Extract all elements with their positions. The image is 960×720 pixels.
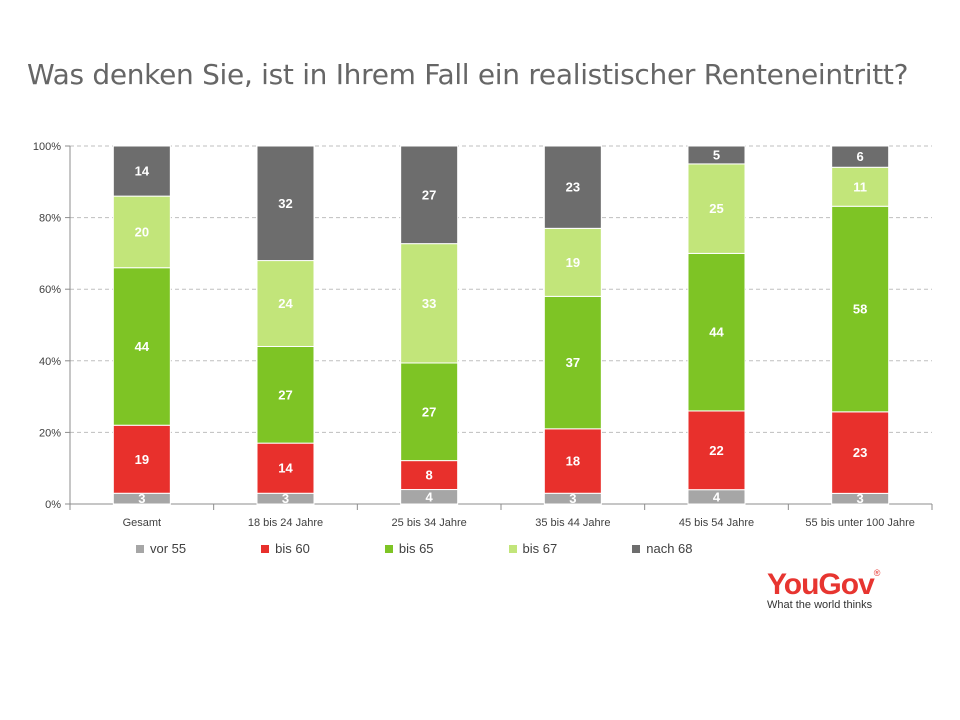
legend: vor 55 bis 60 bis 65 bis 67 nach 68 xyxy=(136,541,768,556)
legend-swatch xyxy=(384,544,393,553)
bar-segment xyxy=(543,428,602,494)
data-label: 44 xyxy=(709,325,724,340)
yougov-logo: YouGov® What the world thinks xyxy=(767,568,880,611)
data-label: 20 xyxy=(135,224,149,239)
x-tick-label: 18 bis 24 Jahre xyxy=(248,517,323,529)
bar-segment xyxy=(687,145,746,165)
data-label: 23 xyxy=(853,445,867,460)
bar-segment xyxy=(543,145,602,229)
bar-segment xyxy=(400,460,459,491)
data-label: 3 xyxy=(857,491,864,506)
data-label: 5 xyxy=(713,147,720,162)
data-label: 4 xyxy=(426,489,434,504)
data-label: 14 xyxy=(278,461,293,476)
bar-segment xyxy=(112,195,171,269)
y-tick-label: 80% xyxy=(39,213,61,225)
legend-item: bis 60 xyxy=(261,541,310,556)
data-label: 37 xyxy=(566,355,580,370)
logo-wordmark: YouGov xyxy=(767,568,875,601)
legend-label: nach 68 xyxy=(646,541,693,556)
bar-segment xyxy=(831,145,890,168)
data-label: 4 xyxy=(713,489,721,504)
legend-label: bis 67 xyxy=(522,541,558,556)
data-label: 3 xyxy=(569,491,576,506)
data-label: 25 xyxy=(709,201,723,216)
data-label: 58 xyxy=(853,302,867,317)
data-label: 18 xyxy=(566,454,580,469)
bar-segment xyxy=(400,243,459,364)
data-label: 27 xyxy=(422,187,436,202)
legend-swatch xyxy=(136,544,144,553)
data-label: 23 xyxy=(566,180,580,195)
y-tick-label: 60% xyxy=(39,284,61,296)
y-tick-label: 20% xyxy=(39,427,61,439)
bar-segment xyxy=(112,145,171,197)
y-tick-label: 40% xyxy=(39,356,61,368)
x-tick-label: 45 bis 54 Jahre xyxy=(679,517,754,529)
legend-item: nach 68 xyxy=(632,541,693,556)
data-label: 24 xyxy=(278,296,293,311)
bar-segment xyxy=(543,295,602,430)
x-tick-label: 55 bis unter 100 Jahre xyxy=(805,517,914,529)
data-label: 14 xyxy=(135,164,150,179)
bar-segment xyxy=(112,267,171,426)
data-label: 3 xyxy=(138,491,145,506)
bar-segment xyxy=(400,145,459,245)
data-label: 33 xyxy=(422,296,436,311)
y-tick-label: 100% xyxy=(33,141,61,153)
bar-segment xyxy=(831,411,890,494)
bar-segment xyxy=(687,252,746,412)
data-label: 3 xyxy=(282,491,289,506)
bar-segment xyxy=(831,205,890,413)
data-label: 27 xyxy=(278,387,292,402)
x-tick-label: 35 bis 44 Jahre xyxy=(535,517,610,529)
legend-item: vor 55 xyxy=(136,541,186,556)
logo-tagline: What the world thinks xyxy=(767,599,873,611)
data-label: 8 xyxy=(426,468,433,483)
legend-label: bis 65 xyxy=(398,541,434,556)
legend-swatch xyxy=(261,544,270,553)
data-label: 27 xyxy=(422,404,436,419)
chart-title: Was denken Sie, ist in Ihrem Fall ein re… xyxy=(27,58,909,91)
bar-segment xyxy=(256,345,315,444)
legend-item: bis 65 xyxy=(384,541,434,556)
bar-segment xyxy=(687,410,746,491)
data-label: 32 xyxy=(278,196,292,211)
bar-segment xyxy=(543,227,602,297)
legend-item: bis 67 xyxy=(508,541,558,556)
bar-segment xyxy=(256,260,315,347)
bar-segment xyxy=(112,424,171,494)
x-tick-label: Gesamt xyxy=(123,517,162,529)
legend-swatch xyxy=(508,544,517,553)
bar-segment xyxy=(400,362,459,462)
data-label: 6 xyxy=(857,149,864,164)
data-label: 22 xyxy=(709,443,723,458)
data-label: 11 xyxy=(853,179,867,194)
data-label: 44 xyxy=(135,339,150,354)
legend-label: bis 60 xyxy=(275,541,310,556)
x-tick-label: 25 bis 34 Jahre xyxy=(392,517,467,529)
data-label: 19 xyxy=(135,452,149,467)
data-label: 19 xyxy=(566,255,580,270)
legend-swatch xyxy=(632,544,641,553)
bar-segment xyxy=(256,145,315,262)
y-tick-label: 0% xyxy=(45,499,61,511)
legend-label: vor 55 xyxy=(150,541,187,556)
logo-registered-mark: ® xyxy=(873,568,881,578)
